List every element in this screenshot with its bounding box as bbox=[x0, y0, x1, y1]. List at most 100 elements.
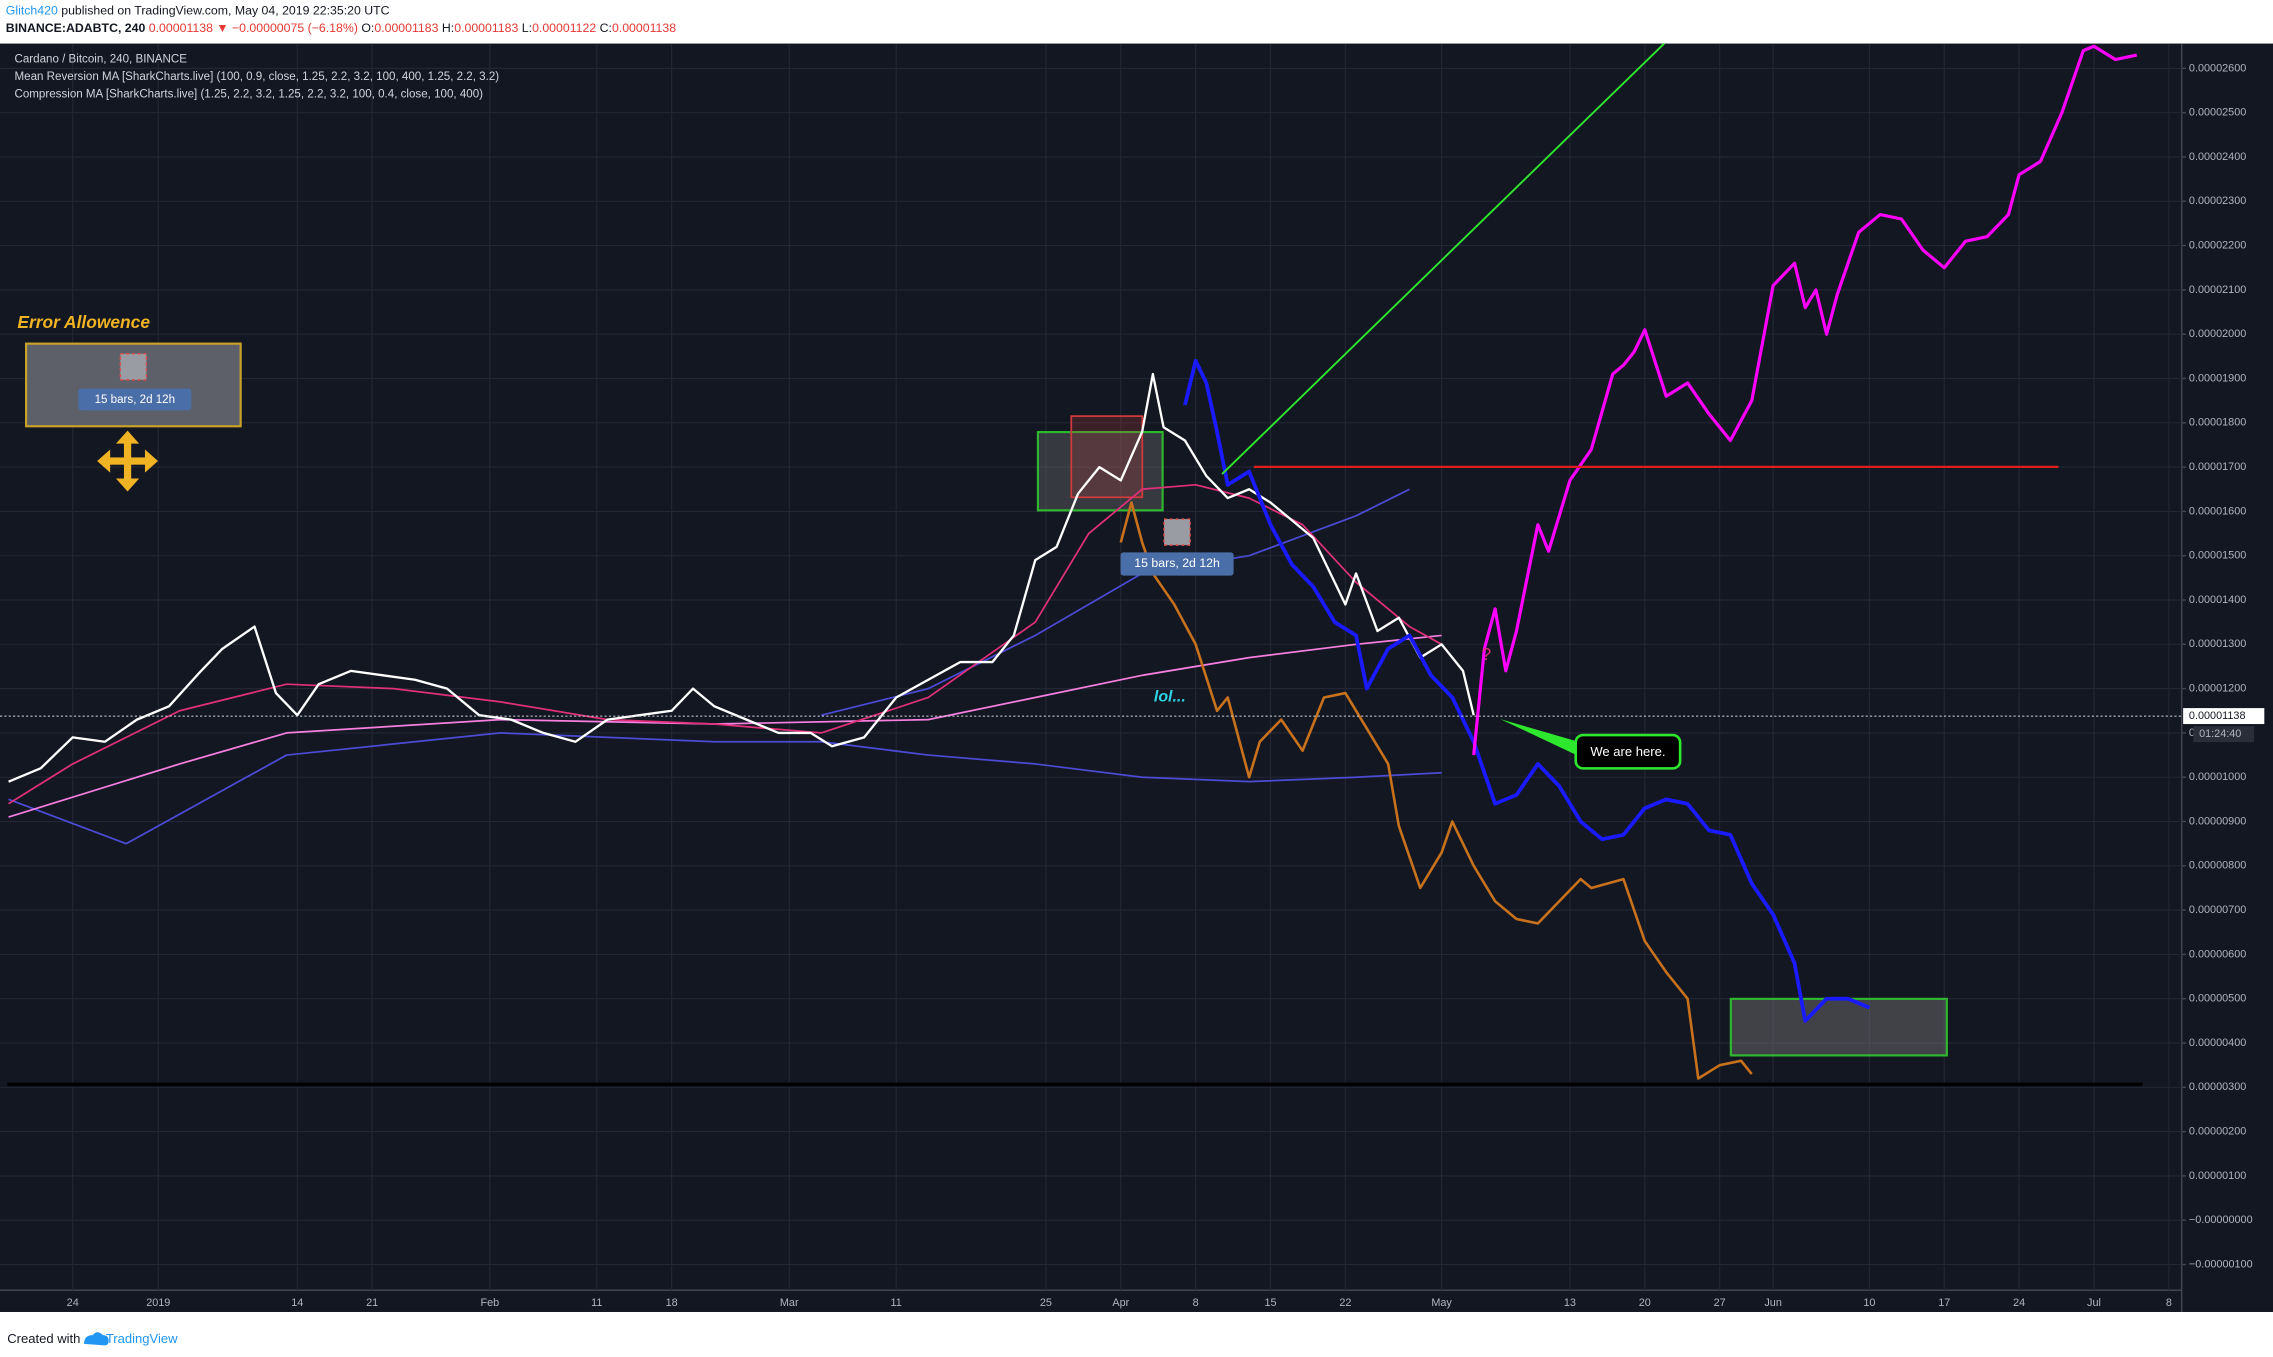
x-tick-label: Feb bbox=[480, 1297, 499, 1309]
y-tick-label: 0.00000800 bbox=[2189, 860, 2246, 872]
price-line bbox=[8, 732, 1442, 845]
arrow: ▼ bbox=[216, 21, 228, 35]
price-line bbox=[1119, 501, 1753, 1080]
price-line bbox=[8, 372, 1475, 783]
o: 0.00001183 bbox=[374, 21, 438, 35]
x-tick-label: 24 bbox=[67, 1297, 79, 1309]
callout-text: We are here. bbox=[1590, 744, 1665, 759]
drawings bbox=[1036, 415, 1948, 1057]
price-line bbox=[8, 634, 1442, 818]
grid bbox=[0, 43, 2182, 1291]
trend-line[interactable] bbox=[1221, 42, 1665, 475]
x-tick-label: 2019 bbox=[146, 1297, 170, 1309]
x-tick-label: 10 bbox=[1863, 1297, 1875, 1309]
author[interactable]: Glitch420 bbox=[6, 4, 58, 18]
error-allowance-label: Error Allowence bbox=[17, 312, 150, 332]
countdown-box bbox=[2193, 726, 2255, 743]
y-tick-label: 0.00001400 bbox=[2189, 594, 2246, 606]
y-tick-label: 0.00001200 bbox=[2189, 682, 2246, 694]
x-tick-label: 18 bbox=[666, 1297, 678, 1309]
price: 0.00001138 bbox=[149, 21, 213, 35]
h-label: H: bbox=[442, 21, 454, 35]
measure-label: 15 bars, 2d 12h bbox=[1134, 556, 1220, 570]
y-tick-label: 0.00001000 bbox=[2189, 771, 2246, 783]
y-tick-label: 0.00000200 bbox=[2189, 1126, 2246, 1138]
y-tick-label: 0.00002400 bbox=[2189, 151, 2246, 163]
x-tick-label: 24 bbox=[2013, 1297, 2025, 1309]
x-tick-label: 13 bbox=[1564, 1297, 1576, 1309]
measure-pill bbox=[78, 388, 192, 411]
y-tick-label: 0.00001500 bbox=[2189, 550, 2246, 562]
x-tick-label: 15 bbox=[1264, 1297, 1276, 1309]
y-tick-label: 0.00002100 bbox=[2189, 284, 2246, 296]
x-tick-label: 20 bbox=[1639, 1297, 1651, 1309]
y-tick-label: 0.00000600 bbox=[2189, 948, 2246, 960]
x-tick-label: 11 bbox=[591, 1297, 602, 1309]
legend-line: Cardano / Bitcoin, 240, BINANCE bbox=[14, 54, 187, 66]
y-tick-label: 0.00000900 bbox=[2189, 815, 2246, 827]
axis-layer: −0.00000100 −0.00000000 0.00000100 0.000002… bbox=[0, 62, 2265, 1309]
change: −0.00000075 (−6.18%) bbox=[232, 21, 358, 35]
x-tick-label: 27 bbox=[1714, 1297, 1726, 1309]
x-tick-label: 21 bbox=[366, 1297, 378, 1309]
price-label-box bbox=[2183, 708, 2265, 725]
x-tick-label: May bbox=[1431, 1297, 1452, 1309]
x-tick-label: Jun bbox=[1764, 1297, 1782, 1309]
y-tick-label: 0.00000100 bbox=[2189, 1170, 2246, 1182]
y-tick-label: 0.00001600 bbox=[2189, 505, 2246, 517]
x-tick-label: 11 bbox=[891, 1297, 902, 1309]
small-square bbox=[119, 353, 148, 381]
drawings-front bbox=[7, 42, 2143, 1087]
lol-label: lol... bbox=[1154, 689, 1186, 706]
brand-icon bbox=[84, 1332, 109, 1346]
symbol-line: BINANCE:ADABTC, 240 0.00001138 ▼ −0.0000… bbox=[6, 21, 676, 35]
publish-line: Glitch420 published on TradingView.com, … bbox=[6, 4, 390, 18]
y-tick-label: 0.00002200 bbox=[2189, 239, 2246, 251]
y-tick-label: 0.00001900 bbox=[2189, 372, 2246, 384]
y-tick-label: 0.00000400 bbox=[2189, 1037, 2246, 1049]
legend-line: Mean Reversion MA [SharkCharts.live] (10… bbox=[14, 71, 499, 83]
y-tick-label: 0.00001800 bbox=[2189, 417, 2246, 429]
x-tick-label: Apr bbox=[1112, 1297, 1129, 1309]
o-label: O: bbox=[361, 21, 374, 35]
footer-text: Created with bbox=[7, 1331, 80, 1346]
countdown: 01:24:40 bbox=[2199, 728, 2241, 740]
y-tick-label: −0.00000100 bbox=[2189, 1258, 2253, 1270]
y-tick-label: 0.00000300 bbox=[2189, 1081, 2246, 1093]
chart-bg bbox=[0, 43, 2273, 1312]
price-line bbox=[1183, 358, 1871, 1023]
x-tick-label: 17 bbox=[1938, 1297, 1950, 1309]
y-tick-label: 0.00002000 bbox=[2189, 328, 2246, 340]
y-tick-label: 0.00001700 bbox=[2189, 461, 2246, 473]
price-line bbox=[8, 483, 1443, 805]
move-icon[interactable] bbox=[97, 430, 159, 492]
series-layer bbox=[8, 44, 2138, 1080]
question-mark: ? bbox=[1482, 644, 1492, 664]
y-tick-label: 0.00001300 bbox=[2189, 638, 2246, 650]
y-tick-label: −0.00000000 bbox=[2189, 1214, 2253, 1226]
l-label: L: bbox=[522, 21, 532, 35]
brand[interactable]: TradingView bbox=[106, 1331, 178, 1346]
y-tick-label: 0.00002600 bbox=[2189, 62, 2246, 74]
callout-box[interactable] bbox=[1574, 733, 1682, 770]
x-tick-label: 8 bbox=[2166, 1297, 2172, 1309]
x-tick-label: 8 bbox=[1193, 1297, 1199, 1309]
x-tick-label: 14 bbox=[291, 1297, 303, 1309]
h: 0.00001183 bbox=[454, 21, 518, 35]
y-tick-label: 0.00002300 bbox=[2189, 195, 2246, 207]
symbol: BINANCE:ADABTC, 240 bbox=[6, 21, 146, 35]
price-label: 0.00001138 bbox=[2189, 710, 2246, 722]
legend-line: Compression MA [SharkCharts.live] (1.25,… bbox=[14, 88, 483, 100]
x-tick-label: 25 bbox=[1040, 1297, 1052, 1309]
measure-pill bbox=[1120, 552, 1234, 576]
y-tick-label: 0.00000700 bbox=[2189, 904, 2246, 916]
price-line bbox=[1472, 44, 2138, 756]
y-tick-label: 0.00002500 bbox=[2189, 107, 2246, 119]
target-box[interactable] bbox=[1729, 997, 1948, 1057]
publish-info: published on TradingView.com, May 04, 20… bbox=[58, 4, 390, 18]
x-tick-label: Mar bbox=[780, 1297, 799, 1309]
c: 0.00001138 bbox=[612, 21, 676, 35]
x-tick-label: 22 bbox=[1339, 1297, 1351, 1309]
